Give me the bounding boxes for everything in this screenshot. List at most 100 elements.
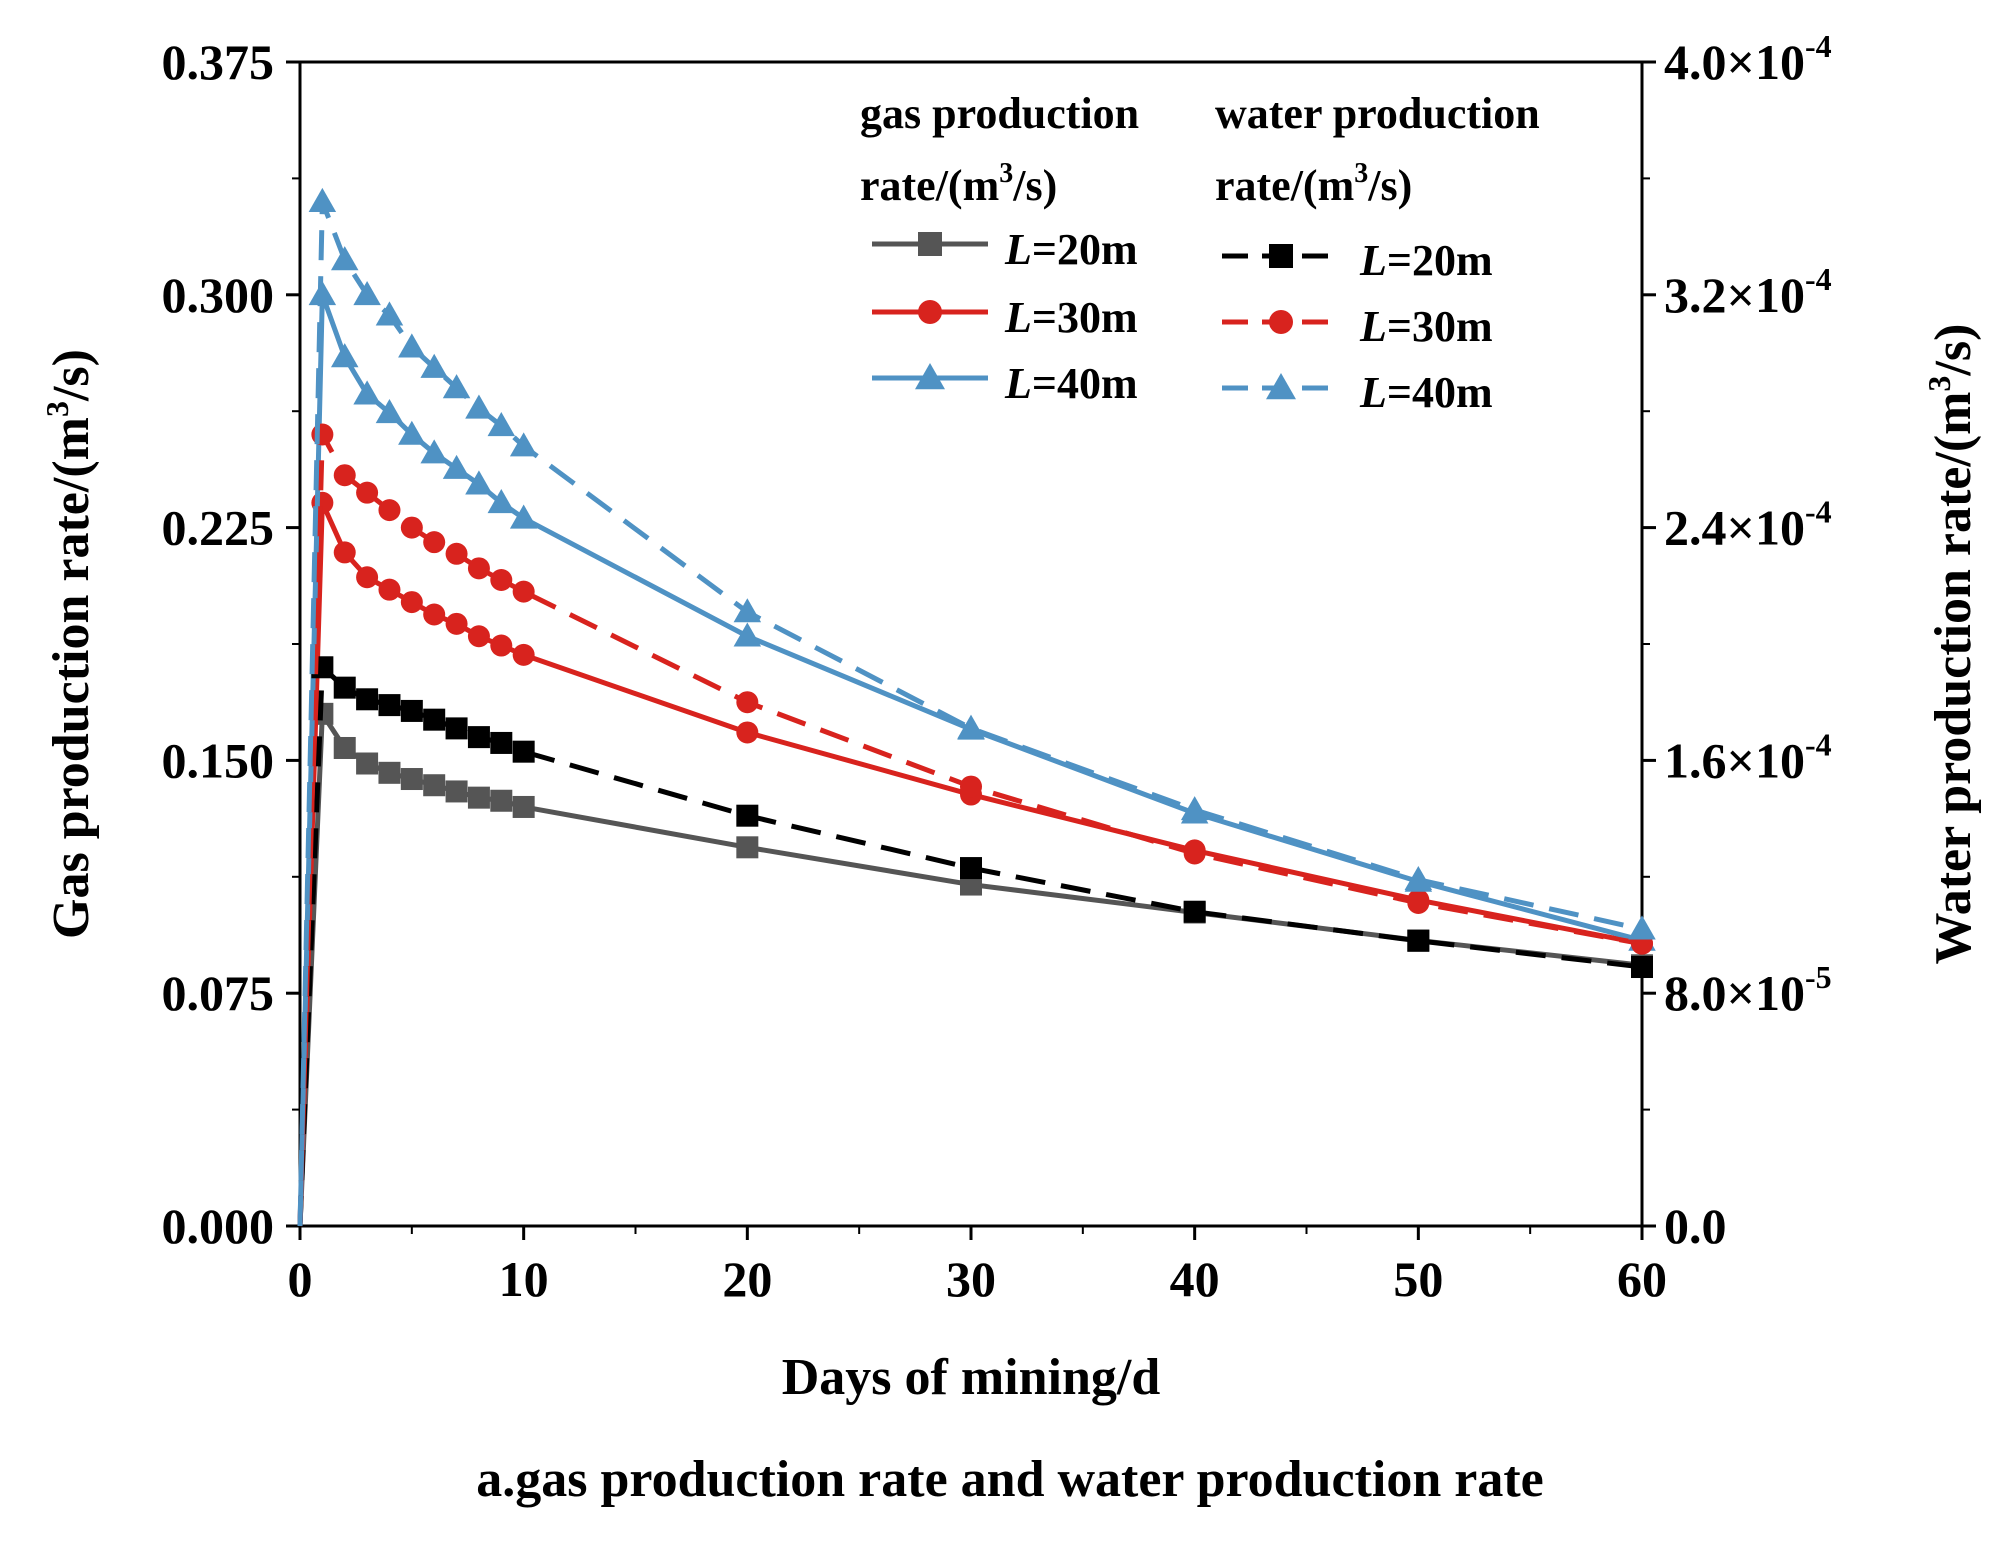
data-point-marker [442,454,471,479]
data-point-marker [398,333,426,358]
data-point-marker [356,566,379,589]
legend-water-header-line2: rate/(m3/s) [1215,158,1412,210]
legend-water-var-l30: L [1359,302,1387,351]
legend-water-label-l30: L=30m [1359,302,1493,351]
y-axis-right-title-sup: 3 [1921,376,1957,392]
data-point-marker [487,412,516,437]
data-point-marker [736,721,759,744]
data-point-marker [330,246,359,271]
data-point-marker [733,598,762,623]
data-point-marker [375,301,404,326]
data-point-marker [1404,865,1433,891]
data-point-marker [333,736,356,759]
legend-water-swatch-marker [1266,373,1296,400]
x-tick-label: 50 [1393,1251,1443,1307]
data-point-marker [356,481,379,504]
data-point-marker [356,688,379,711]
y-right-tick-mantissa: 8.0×10 [1664,965,1805,1021]
data-point-marker [736,691,759,714]
data-point-marker [465,394,493,419]
legend-water-var-l20: L [1359,236,1387,285]
data-point-marker [490,634,513,657]
y-right-tick-label: 3.2×10-4 [1664,261,1832,323]
legend-water-swatch-marker [1269,244,1293,268]
y-right-tick-mantissa: 2.4×10 [1664,500,1805,556]
data-point-marker [333,464,356,487]
x-tick-label: 20 [722,1251,772,1307]
y-right-tick-exponent: -4 [1805,494,1832,530]
y-right-tick-exponent: -4 [1805,28,1832,64]
y-right-tick-label: 8.0×10-5 [1664,959,1832,1021]
legend-gas-header-sup: 3 [999,158,1013,189]
legend-gas-swatch-marker [918,300,942,324]
y-axis-left-title-end: /s) [43,349,100,402]
series-water-l-40m [297,187,1656,1227]
data-point-marker [423,774,446,797]
series-water-l-20m [297,656,1653,1227]
legend-gas-label-l40: L=40m [1004,359,1138,408]
data-point-marker [445,717,468,740]
legend-water-label-l20: L=20m [1359,236,1493,285]
data-point-marker [308,187,337,212]
data-point-marker [420,353,448,378]
legend-gas-swatch-marker [915,363,945,390]
y-right-tick-exponent: -5 [1805,959,1832,995]
data-point-marker [400,591,423,614]
data-point-marker [467,786,490,809]
data-point-marker [733,622,762,647]
legend-gas-var-l40: L [1004,359,1032,408]
data-point-marker [378,578,401,601]
x-axis-title: Days of mining/d [782,1349,1161,1406]
data-point-marker [1183,842,1206,865]
data-point-marker [400,516,423,539]
series-line [297,711,1643,1227]
data-point-marker [1628,915,1656,940]
data-point-marker [400,699,423,722]
legend-gas-header-end: /s) [1012,161,1057,210]
data-point-marker [957,714,985,739]
legend-water-header-sup: 3 [1354,158,1368,189]
y-right-tick-exponent: -4 [1805,726,1832,762]
data-point-marker [465,470,493,495]
data-point-marker [333,676,356,699]
y-axis-right-title: Water production rate/(m3/s) [1921,324,1982,965]
data-point-marker [490,731,513,754]
data-point-marker [512,580,535,603]
data-point-marker [330,343,359,368]
y-right-tick-mantissa: 1.6×10 [1664,732,1805,788]
x-tick-label: 10 [499,1251,549,1307]
data-point-marker [445,612,468,635]
data-point-marker [445,542,468,565]
data-point-marker [375,399,404,424]
legend-water-header-line1: water production [1215,89,1540,138]
data-point-marker [1180,796,1209,821]
y-axis-left-title-main: Gas production rate/(m [43,417,100,939]
data-point-marker [509,432,538,457]
x-tick-label: 30 [946,1251,996,1307]
y-left-tick-label: 0.375 [162,34,275,90]
legend-gas-header-line2: rate/(m3/s) [860,158,1057,210]
legend-gas-label-l30: L=30m [1004,293,1138,342]
y-right-tick-mantissa: 3.2×10 [1664,267,1805,323]
y-left-tick-label: 0.000 [162,1198,275,1254]
data-point-marker [445,780,468,803]
data-point-marker [423,708,446,731]
y-left-tick-label: 0.150 [162,732,275,788]
y-axis-left-title-sup: 3 [39,401,75,417]
data-point-marker [378,499,401,522]
series-water-l-30m [297,423,1653,1227]
legend-water-rest-l40: =40m [1387,368,1493,417]
y-right-tick-label: 0.0 [1664,1198,1727,1254]
legend-gas-rest-l20: =20m [1032,225,1138,274]
data-point-marker [490,789,513,812]
legend-water-rest-l30: =30m [1387,302,1493,351]
data-point-marker [1631,956,1653,979]
data-point-marker [442,374,471,399]
x-tick-label: 60 [1617,1251,1667,1307]
data-point-marker [1407,891,1430,914]
y-axis-left-title: Gas production rate/(m3/s) [39,349,100,939]
y-left-tick-label: 0.075 [162,965,275,1021]
data-point-marker [420,439,448,464]
y-right-tick-label: 1.6×10-4 [1664,726,1832,788]
series-layer [297,187,1656,1227]
